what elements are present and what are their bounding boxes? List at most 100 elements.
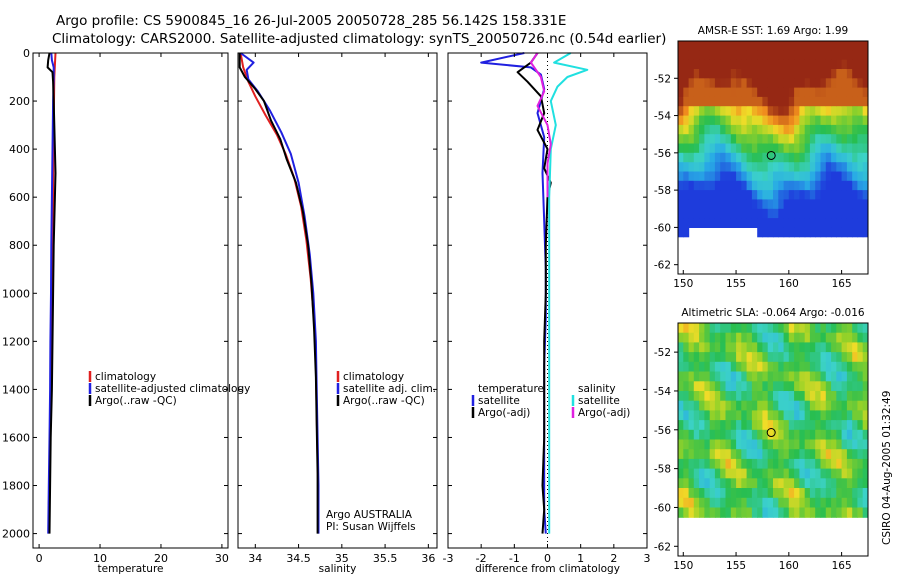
- map-cell: [809, 78, 816, 89]
- map-cell: [751, 439, 758, 450]
- map-cell: [846, 171, 853, 182]
- map-cell: [762, 449, 769, 460]
- map-cell: [725, 41, 732, 51]
- map-cell: [720, 429, 727, 441]
- map-cell: [767, 381, 774, 392]
- map-cell: [783, 361, 790, 373]
- map-cell: [778, 41, 785, 51]
- map-cell: [709, 400, 716, 411]
- map-cell: [862, 218, 868, 228]
- map-cell: [762, 468, 769, 479]
- map-cell: [678, 78, 684, 89]
- map-cell: [820, 391, 827, 402]
- map-cell: [794, 439, 800, 450]
- map-cell: [815, 439, 822, 450]
- map-cell: [741, 50, 748, 61]
- map-cell: [846, 96, 853, 107]
- map-cell: [688, 124, 695, 135]
- map-cell: [725, 429, 732, 441]
- map-cell: [778, 69, 785, 79]
- map-cell: [794, 458, 800, 470]
- map-cell: [757, 78, 764, 89]
- map-cell: [825, 134, 832, 145]
- map-cell: [825, 449, 832, 460]
- map-cell: [730, 371, 737, 382]
- map-cell: [678, 152, 684, 163]
- map-cell: [683, 361, 690, 373]
- map-cell: [788, 391, 795, 402]
- map-cell: [836, 180, 843, 191]
- map-cell: [799, 152, 806, 163]
- map-cell: [683, 59, 690, 70]
- map-cell: [762, 361, 769, 373]
- map-cell: [815, 429, 822, 441]
- map-cell: [815, 208, 822, 219]
- map-cell: [746, 342, 753, 353]
- y-tick-label: 1000: [2, 287, 30, 300]
- map-cell: [688, 323, 695, 334]
- map-cell: [767, 488, 774, 499]
- map-cell: [730, 143, 737, 154]
- map-cell: [704, 69, 711, 79]
- map-cell: [809, 208, 816, 219]
- map-cell: [762, 218, 769, 228]
- map-cell: [720, 218, 727, 228]
- map-cell: [836, 497, 843, 509]
- map-cell: [767, 69, 774, 79]
- map-cell: [736, 69, 742, 79]
- map-cell: [783, 69, 790, 79]
- map-cell: [699, 429, 705, 441]
- map-cell: [699, 69, 705, 79]
- map-cell: [714, 171, 721, 182]
- map-cell: [725, 381, 732, 392]
- map-cell: [714, 78, 721, 89]
- map-cell: [852, 410, 859, 421]
- x-axis-label: salinity: [319, 563, 357, 575]
- map-cell: [709, 199, 716, 210]
- map-cell: [804, 171, 811, 182]
- map-cell: [783, 162, 790, 173]
- map-cell: [852, 78, 859, 89]
- map-cell: [773, 400, 779, 411]
- map-cell: [841, 227, 848, 238]
- map-cell: [688, 497, 695, 509]
- map-cell: [767, 227, 774, 238]
- map-cell: [831, 468, 837, 479]
- map-cell: [841, 124, 848, 135]
- map-cell: [751, 180, 758, 191]
- map-cell: [762, 429, 769, 441]
- map-cell: [825, 190, 832, 200]
- map-cell: [699, 391, 705, 402]
- map-cell: [809, 218, 816, 228]
- map-cell: [725, 69, 732, 79]
- y-tick-label: 200: [9, 95, 30, 108]
- map-cell: [799, 59, 806, 70]
- map-cell: [836, 124, 843, 135]
- map-cell: [836, 115, 843, 126]
- map-cell: [773, 507, 779, 518]
- map-cell: [841, 190, 848, 200]
- map-cell: [820, 143, 827, 154]
- map-cell: [820, 361, 827, 373]
- map-cell: [804, 87, 811, 98]
- map-cell: [804, 190, 811, 200]
- map-cell: [804, 381, 811, 392]
- map-cell: [709, 41, 716, 51]
- map-cell: [825, 199, 832, 210]
- map-cell: [762, 180, 769, 191]
- map-cell: [857, 507, 864, 518]
- map-cell: [788, 96, 795, 107]
- map-cell: [783, 50, 790, 61]
- map-cell: [714, 190, 721, 200]
- map-cell: [751, 361, 758, 373]
- map-cell: [836, 429, 843, 441]
- map-cell: [683, 352, 690, 363]
- map-cell: [773, 391, 779, 402]
- map-cell: [730, 218, 737, 228]
- map-cell: [852, 332, 859, 343]
- map-cell: [725, 171, 732, 182]
- map-cell: [757, 429, 764, 441]
- map-cell: [799, 106, 806, 117]
- map-cell: [841, 352, 848, 363]
- map-cell: [757, 507, 764, 518]
